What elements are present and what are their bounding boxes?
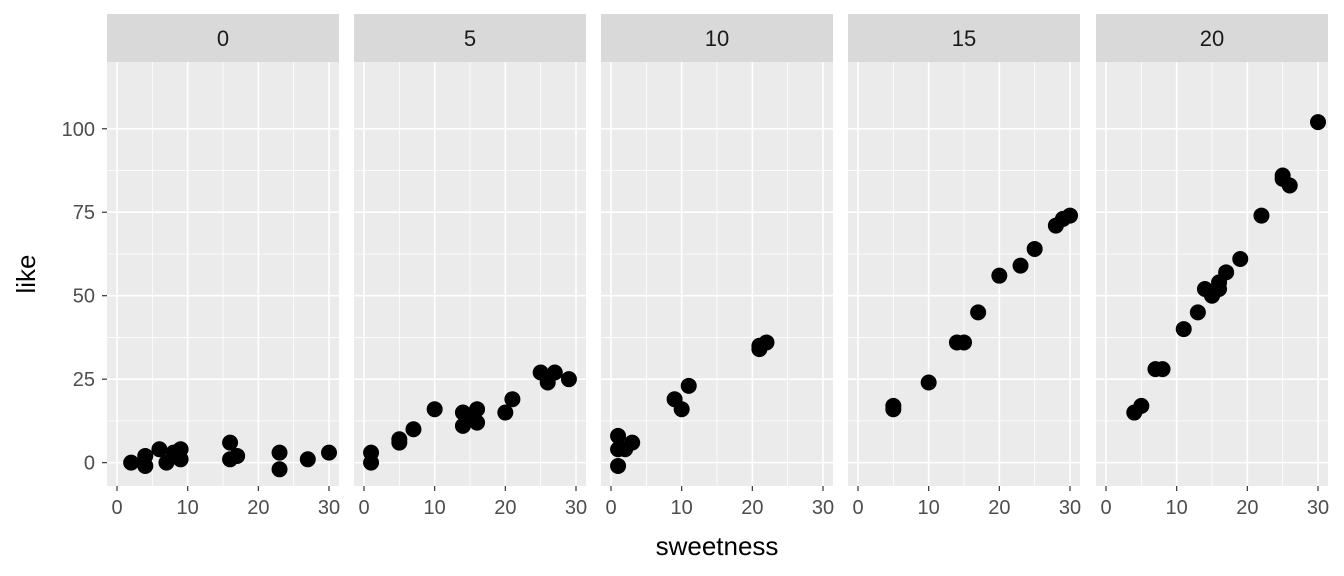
facet-panel: 10 0 10 20 30: [601, 14, 834, 519]
data-point: [469, 414, 486, 431]
y-tick-label: 75: [73, 202, 95, 224]
x-tick-label: 10: [177, 497, 199, 519]
x-tick-label: 30: [1059, 497, 1081, 519]
data-point: [610, 427, 627, 444]
data-point: [391, 434, 408, 451]
x-tick-label: 20: [494, 497, 516, 519]
data-point: [885, 401, 902, 418]
data-point: [560, 371, 577, 388]
data-point: [758, 334, 775, 351]
facet-panel: 5 0 10 20 30: [354, 14, 587, 519]
data-point: [1062, 207, 1078, 224]
x-tick-label: 30: [318, 497, 340, 519]
facet-strip-label: 0: [217, 26, 229, 51]
data-point: [137, 457, 154, 474]
data-point: [172, 451, 189, 468]
x-tick-label: 10: [671, 497, 693, 519]
x-axis-title: sweetness: [656, 531, 779, 561]
data-point: [1218, 264, 1235, 281]
x-tick-label: 20: [988, 497, 1010, 519]
data-point: [546, 364, 563, 381]
y-tick-label: 0: [84, 453, 95, 475]
facet-strip-label: 20: [1200, 26, 1224, 51]
x-tick-label: 20: [247, 497, 269, 519]
data-point: [1310, 114, 1326, 131]
data-point: [610, 457, 627, 474]
x-tick-label: 30: [812, 497, 834, 519]
data-point: [1175, 321, 1192, 338]
data-point: [1253, 207, 1270, 224]
x-tick-label: 10: [424, 497, 446, 519]
y-tick-label: 100: [62, 119, 95, 141]
data-point: [1232, 250, 1249, 267]
data-point: [504, 391, 521, 408]
data-point: [970, 304, 987, 321]
data-point: [673, 401, 690, 418]
facet-strip: [601, 14, 833, 62]
data-point: [299, 451, 316, 468]
facet-strip: [107, 14, 339, 62]
data-point: [956, 334, 972, 351]
x-tick-label: 30: [1307, 497, 1329, 519]
x-tick-label: 0: [605, 497, 616, 519]
data-point: [1133, 397, 1150, 414]
x-tick-label: 0: [852, 497, 863, 519]
data-point: [271, 444, 288, 461]
facet-strip: [848, 14, 1080, 62]
x-tick-label: 10: [1166, 497, 1188, 519]
facet-strip: [1096, 14, 1328, 62]
facet-panel: 0 0 10 20 30: [107, 14, 340, 519]
data-point: [1281, 177, 1298, 194]
x-tick-label: 0: [111, 497, 122, 519]
x-tick-label: 20: [1236, 497, 1258, 519]
data-point: [1154, 361, 1171, 378]
data-point: [426, 401, 443, 418]
facet-strip: [354, 14, 586, 62]
data-point: [624, 434, 641, 451]
data-point: [991, 267, 1008, 284]
data-point: [1012, 257, 1029, 274]
facet-strip-label: 15: [952, 26, 976, 51]
x-tick-label: 0: [358, 497, 369, 519]
data-point: [229, 447, 246, 464]
x-tick-label: 10: [918, 497, 940, 519]
x-tick-label: 30: [565, 497, 587, 519]
data-point: [222, 434, 239, 451]
data-point: [321, 444, 337, 461]
x-tick-label: 0: [1100, 497, 1111, 519]
facet-strip-label: 5: [464, 26, 476, 51]
data-point: [469, 401, 486, 418]
data-point: [405, 421, 422, 438]
y-tick-label: 25: [73, 369, 95, 391]
data-point: [271, 461, 288, 478]
data-point: [680, 377, 697, 394]
facet-panel: 15 0 10 20 30: [848, 14, 1081, 519]
data-point: [497, 404, 514, 421]
data-point: [1189, 304, 1206, 321]
facet-strip-label: 10: [705, 26, 729, 51]
data-point: [123, 454, 140, 471]
data-point: [151, 441, 168, 458]
data-point: [920, 374, 937, 391]
data-point: [363, 454, 380, 471]
y-tick-label: 50: [73, 286, 95, 308]
facet-panel: 20 0 10 20 30: [1096, 14, 1329, 519]
x-tick-label: 20: [741, 497, 763, 519]
y-axis-title: like: [11, 254, 41, 293]
y-axis: 0 25 50 75 100: [62, 119, 107, 475]
data-point: [1026, 240, 1043, 257]
